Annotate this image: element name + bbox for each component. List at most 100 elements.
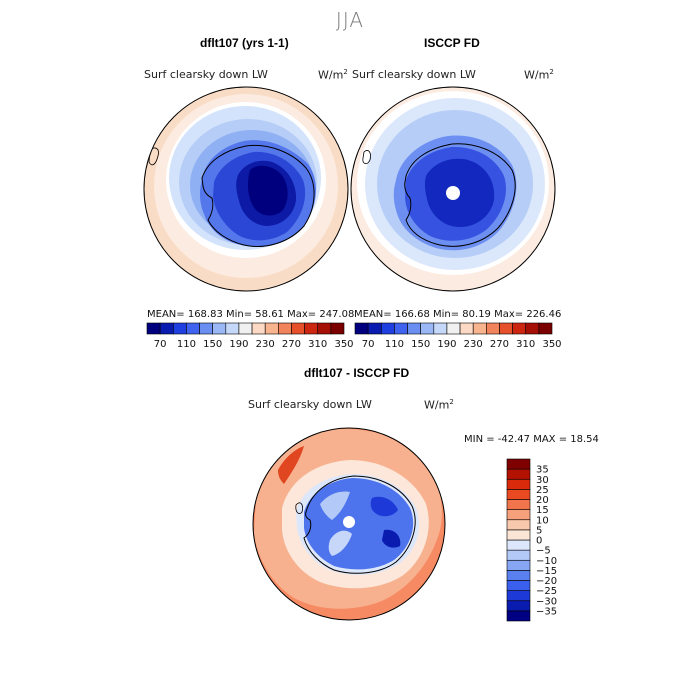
left-colorbar-swatch-3 [186,322,200,335]
right-colorbar-swatch-14 [538,322,553,335]
diff-colorbar-tick-label: −5 [536,546,551,557]
right-colorbar-swatch-1 [367,322,382,335]
right-colorbar-swatch-10 [486,322,500,335]
diff-minmax-label: MIN = -42.47 MAX = 18.54 [464,434,599,445]
right-panel-stats: MEAN= 166.68 Min= 80.19 Max= 226.46 [354,309,562,320]
right-colorbar-tick-label: 70 [362,339,375,350]
left-polar-map [144,87,348,291]
diff-colorbar-swatch-12 [506,489,531,500]
left-colorbar-swatch-13 [317,322,332,335]
diff-colorbar-tick-label: 15 [536,505,549,516]
right-colorbar-swatch-0 [354,322,369,335]
left-colorbar-swatch-11 [291,322,305,335]
right-colorbar-swatch-9 [472,322,487,335]
diff-colorbar-swatch-3 [506,580,531,591]
diff-colorbar-swatch-14 [506,468,531,480]
left-colorbar-tick-label: 350 [334,339,353,350]
right-colorbar-swatch-12 [512,322,527,335]
right-colorbar [354,322,553,335]
left-colorbar-swatch-6 [225,322,240,335]
diff-colorbar-tick-label: 35 [536,465,549,476]
diff-colorbar-swatch-0 [506,610,531,622]
right-colorbar-tick-label: 270 [490,339,509,350]
diff-colorbar-swatch-1 [506,600,531,612]
right-panel-title: ISCCP FD [424,36,480,50]
left-colorbar-swatch-2 [172,322,187,335]
diff-colorbar-tick-label: 25 [536,485,549,496]
left-colorbar-ticks: 70 110 150 190 230 270 310 350 [154,339,354,350]
left-colorbar-tick-label: 230 [256,339,275,350]
left-panel-title: dflt107 (yrs 1-1) [200,36,289,50]
left-colorbar-tick-label: 270 [282,339,301,350]
diff-colorbar [506,458,531,622]
left-variable-label: Surf clearsky down LW [144,68,268,81]
diff-colorbar-tick-label: −15 [536,566,557,577]
right-colorbar-ticks: 70 110 150 190 230 270 310 350 [362,339,562,350]
right-colorbar-tick-label: 350 [542,339,561,350]
left-colorbar-swatch-5 [212,322,227,335]
diff-colorbar-tick-label: 5 [536,525,542,536]
diff-colorbar-swatch-2 [506,590,531,602]
diff-variable-label: Surf clearsky down LW [248,398,372,411]
right-colorbar-tick-label: 190 [437,339,456,350]
diff-colorbar-tick-label: −35 [536,606,557,617]
right-polar-map [351,87,555,291]
left-colorbar-swatch-0 [146,322,161,335]
left-colorbar-swatch-10 [278,322,292,335]
diff-colorbar-swatch-13 [506,478,531,490]
diff-panel-title: dflt107 - ISCCP FD [304,366,410,380]
diff-units-label: W/m2 [424,398,454,412]
left-colorbar [146,322,345,335]
diff-colorbar-swatch-15 [506,458,531,470]
diff-colorbar-swatch-8 [506,529,531,541]
diff-colorbar-tick-label: −10 [536,556,557,567]
left-colorbar-tick-label: 70 [154,339,167,350]
right-units-label: W/m2 [524,68,554,82]
right-colorbar-tick-label: 230 [464,339,483,350]
left-panel-stats: MEAN= 168.83 Min= 58.61 Max= 247.08 [147,309,355,320]
right-colorbar-swatch-2 [380,322,395,335]
left-colorbar-swatch-8 [251,322,266,335]
right-colorbar-swatch-8 [459,322,474,335]
left-colorbar-tick-label: 110 [177,339,196,350]
left-colorbar-swatch-9 [264,322,279,335]
right-colorbar-swatch-3 [394,322,408,335]
left-colorbar-tick-label: 190 [229,339,248,350]
left-colorbar-swatch-1 [159,322,174,335]
right-colorbar-tick-label: 150 [411,339,430,350]
diff-colorbar-tick-label: −20 [536,576,557,587]
diff-colorbar-swatch-9 [506,519,531,531]
left-colorbar-swatch-12 [304,322,319,335]
right-colorbar-swatch-7 [446,322,461,335]
diff-colorbar-tick-label: 20 [536,495,549,506]
left-colorbar-swatch-7 [238,322,253,335]
diff-colorbar-swatch-10 [506,509,531,521]
right-colorbar-swatch-5 [420,322,435,335]
diff-colorbar-tick-label: 10 [536,515,549,526]
diff-colorbar-swatch-7 [506,539,531,551]
right-variable-label: Surf clearsky down LW [352,68,476,81]
right-colorbar-tick-label: 110 [385,339,404,350]
right-colorbar-swatch-13 [525,322,540,335]
diff-colorbar-tick-label: −25 [536,586,557,597]
diff-colorbar-swatch-6 [506,549,531,561]
diff-colorbar-tick-label: −30 [536,596,557,607]
diff-colorbar-swatch-5 [506,559,531,571]
diff-colorbar-swatch-11 [506,499,531,510]
diff-colorbar-tick-label: 0 [536,536,542,547]
diff-colorbar-swatch-4 [506,570,531,581]
diff-polar-map [253,428,445,620]
diff-colorbar-tick-label: 30 [536,475,549,486]
right-colorbar-swatch-6 [433,322,448,335]
left-colorbar-tick-label: 150 [203,339,222,350]
right-colorbar-tick-label: 310 [516,339,535,350]
left-colorbar-swatch-14 [330,322,345,335]
right-colorbar-swatch-4 [407,322,421,335]
right-colorbar-swatch-11 [499,322,513,335]
left-units-label: W/m2 [318,68,348,82]
left-colorbar-swatch-4 [199,322,213,335]
season-title: JJA [335,8,365,32]
left-colorbar-tick-label: 310 [308,339,327,350]
